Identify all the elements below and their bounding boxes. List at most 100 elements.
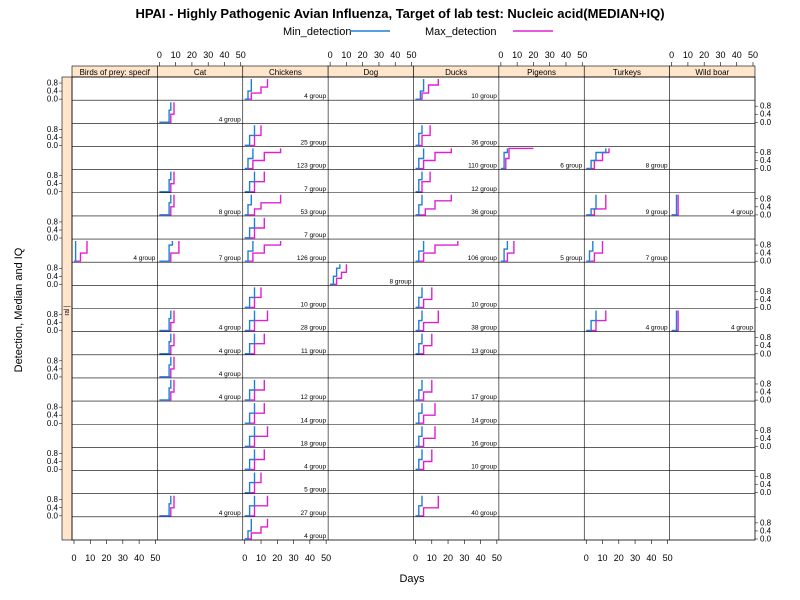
y-tick-label: 0.4 (760, 434, 772, 443)
panel-group-label: 110 group (468, 163, 497, 170)
y-tick-label: 0.8 (47, 449, 59, 458)
x-tick-label: 20 (528, 50, 538, 60)
max-detection-line (74, 241, 88, 262)
y-tick-label: 0.4 (760, 295, 772, 304)
panel-group-label: 4 group (219, 348, 241, 355)
panel-16-2: 4 group (244, 449, 327, 471)
panel-5-4: 36 group (415, 194, 497, 216)
x-tick-label: 10 (256, 553, 266, 563)
panel-group-label: 38 group (471, 325, 497, 332)
y-tick-label: 0.8 (47, 217, 59, 226)
y-tick-label: 0.0 (47, 95, 59, 104)
y-tick-label: 0.8 (760, 379, 772, 388)
max-detection-line (415, 379, 433, 401)
y-tick-label: 0.0 (47, 141, 59, 150)
panel-group-label: 11 group (301, 348, 327, 355)
strip-header-label: Wild boar (695, 68, 729, 77)
y-tick-label: 0.8 (760, 472, 772, 481)
max-detection-line (415, 426, 436, 448)
panel-group-label: 7 group (304, 186, 326, 193)
min-detection-line (244, 403, 256, 424)
max-detection-line (415, 333, 433, 355)
x-tick-label: 0 (498, 50, 503, 60)
panel-group-label: 12 group (300, 394, 326, 401)
panel-group-label: 10 group (471, 302, 497, 309)
x-tick-label: 40 (476, 553, 486, 563)
panel-group-label: 4 group (304, 93, 326, 100)
max-detection-line (159, 310, 175, 332)
max-detection-line (415, 403, 436, 424)
max-detection-line (415, 449, 433, 471)
min-detection-line (244, 148, 254, 170)
y-tick-label: 0.4 (760, 110, 772, 119)
panel-group-label: 4 group (219, 510, 241, 517)
panel-13-2: 12 group (244, 379, 326, 401)
panel-10-1: 4 group (159, 310, 241, 332)
min-detection-line (244, 241, 254, 262)
panel-group-label: 8 group (219, 209, 241, 216)
min-detection-line (415, 194, 423, 216)
x-tick-label: 10 (512, 50, 522, 60)
x-tick-label: 10 (171, 50, 181, 60)
panel-5-6: 9 group (586, 194, 668, 216)
x-tick-label: 0 (413, 553, 418, 563)
panel-group-label: 106 group (468, 255, 498, 262)
panel-group-label: 126 group (297, 255, 327, 262)
min-detection-line (415, 449, 423, 471)
min-detection-line (415, 148, 425, 170)
max-detection-line (244, 194, 282, 216)
max-detection-line (500, 147, 534, 170)
y-tick-label: 0.4 (47, 133, 59, 142)
panel-group-label: 4 group (304, 533, 326, 540)
row-labels: Blood | Brain | Faeces | Feather | Heart… (62, 79, 71, 538)
panel-group-label: 8 group (389, 278, 411, 285)
max-detection-line (159, 333, 175, 355)
min-detection-line (244, 125, 256, 147)
y-axis-label: Detection, Median and IQ (13, 247, 25, 372)
min-detection-line (415, 310, 423, 332)
panel-group-label: 6 group (560, 163, 582, 170)
x-tick-label: 50 (236, 50, 246, 60)
panel-11-2: 11 group (244, 333, 327, 355)
x-tick-label: 10 (85, 553, 95, 563)
y-tick-label: 0.8 (47, 310, 59, 319)
min-detection-line (244, 449, 256, 471)
panel-15-2: 18 group (244, 426, 326, 448)
panel-7-2: 126 group (244, 241, 327, 262)
y-tick-label: 0.0 (760, 164, 772, 173)
panel-16-4: 10 group (415, 449, 497, 471)
min-detection-line (415, 241, 425, 262)
x-axis-label: Days (399, 573, 425, 585)
y-tick-label: 0.8 (47, 264, 59, 273)
panel-group-label: 36 group (471, 139, 497, 146)
strip-header-label: Birds of prey: specif (80, 68, 151, 77)
x-tick-label: 20 (699, 50, 709, 60)
y-tick-label: 0.0 (47, 419, 59, 428)
x-tick-label: 30 (459, 553, 469, 563)
x-tick-label: 50 (321, 553, 331, 563)
panel-15-4: 16 group (415, 426, 497, 448)
x-tick-label: 20 (187, 50, 197, 60)
x-tick-label: 40 (305, 553, 315, 563)
x-tick-label: 20 (358, 50, 368, 60)
y-tick-label: 0.0 (760, 535, 772, 544)
panel-3-6: 8 group (586, 148, 668, 170)
panel-group-label: 10 group (471, 93, 497, 100)
max-detection-line (159, 102, 175, 123)
x-tick-label: 30 (374, 50, 384, 60)
panel-7-4: 106 group (415, 241, 498, 262)
max-detection-line (244, 310, 269, 332)
y-tick-label: 0.8 (760, 333, 772, 342)
panel-group-label: 4 group (304, 464, 326, 471)
min-detection-line (330, 264, 341, 285)
strip-header-label: Turkeys (613, 68, 641, 77)
y-tick-label: 0.0 (760, 442, 772, 451)
min-detection-line (159, 495, 172, 517)
panel-13-1: 4 group (159, 379, 241, 401)
min-detection-line (244, 426, 256, 448)
x-tick-label: 30 (203, 50, 213, 60)
panel-group-label: 27 group (300, 510, 326, 517)
panel-12-1: 4 group (159, 356, 241, 378)
max-detection-line (330, 264, 348, 285)
